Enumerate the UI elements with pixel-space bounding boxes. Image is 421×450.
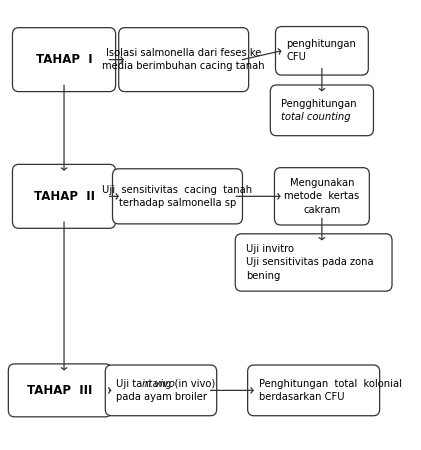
- FancyBboxPatch shape: [8, 364, 112, 417]
- Text: TAHAP  III: TAHAP III: [27, 384, 93, 397]
- Text: penghitungan
CFU: penghitungan CFU: [287, 39, 357, 63]
- Text: TAHAP  II: TAHAP II: [34, 190, 95, 203]
- Text: pada ayam broiler: pada ayam broiler: [117, 392, 208, 401]
- FancyBboxPatch shape: [13, 27, 116, 92]
- Text: in vivo: in vivo: [141, 379, 175, 389]
- FancyBboxPatch shape: [270, 85, 373, 136]
- FancyBboxPatch shape: [275, 27, 368, 75]
- FancyBboxPatch shape: [13, 164, 116, 228]
- Text: in vivo: in vivo: [141, 379, 174, 389]
- Text: Penghitungan  total  kolonial
berdasarkan CFU: Penghitungan total kolonial berdasarkan …: [259, 379, 402, 402]
- FancyBboxPatch shape: [112, 169, 242, 224]
- Text: total counting: total counting: [282, 112, 351, 122]
- Text: Pengghitungan: Pengghitungan: [282, 99, 357, 109]
- FancyBboxPatch shape: [105, 365, 217, 416]
- FancyBboxPatch shape: [235, 234, 392, 291]
- Text: Isolasi salmonella dari feses ke
media berimbuhan cacing tanah: Isolasi salmonella dari feses ke media b…: [102, 48, 265, 71]
- FancyBboxPatch shape: [274, 168, 369, 225]
- FancyBboxPatch shape: [119, 27, 249, 92]
- FancyBboxPatch shape: [248, 365, 380, 416]
- Text: Mengunakan
metode  kertas
cakram: Mengunakan metode kertas cakram: [284, 178, 360, 215]
- Text: Uji  sensitivitas  cacing  tanah
terhadap salmonella sp: Uji sensitivitas cacing tanah terhadap s…: [102, 185, 253, 208]
- Text: Uji invitro
Uji sensitivitas pada zona
bening: Uji invitro Uji sensitivitas pada zona b…: [246, 244, 374, 281]
- Text: TAHAP  I: TAHAP I: [36, 53, 92, 66]
- Text: Uji tantang (in vivo): Uji tantang (in vivo): [117, 379, 216, 389]
